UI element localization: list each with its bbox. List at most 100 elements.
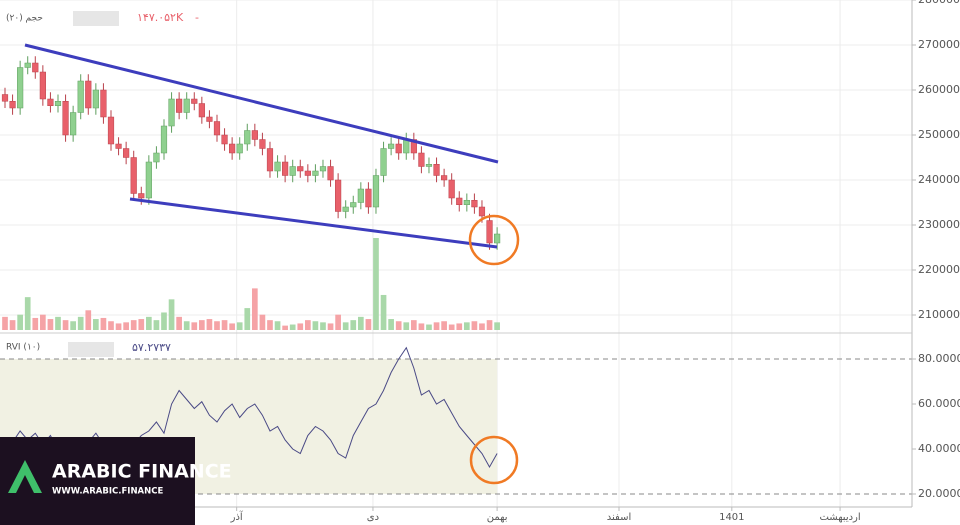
volume-bar — [479, 323, 485, 330]
logo-title: ARABIC FINANCE — [52, 461, 232, 483]
x-tick-label: اردیبهشت — [819, 512, 860, 523]
y-tick-label: 60.0000 — [918, 397, 960, 410]
candle-body — [486, 220, 493, 244]
volume-bar — [93, 319, 99, 330]
candle-body — [1, 94, 9, 102]
x-tick-label: 1401 — [719, 512, 744, 523]
candle-body — [9, 101, 16, 109]
volume-bar — [312, 321, 319, 330]
candle-body — [176, 98, 183, 113]
volume-bar — [229, 323, 235, 330]
volume-change: - — [195, 11, 199, 24]
volume-bar — [168, 299, 175, 330]
volume-bar — [47, 319, 54, 330]
volume-bar — [274, 321, 281, 330]
volume-bar — [2, 316, 8, 330]
volume-bar — [335, 314, 341, 330]
y-tick-label: 240000 — [918, 173, 960, 186]
volume-bar — [108, 321, 114, 330]
volume-bar — [403, 322, 410, 330]
candle-body — [319, 166, 327, 172]
candle-body — [403, 139, 410, 154]
candle-body — [198, 103, 205, 118]
volume-bar — [236, 322, 243, 330]
volume-bar — [115, 323, 122, 330]
candle-body — [160, 125, 168, 154]
volume-bar — [221, 320, 228, 330]
toolbar-icons[interactable] — [73, 11, 119, 26]
candle-body — [388, 143, 395, 149]
volume-bar — [161, 312, 167, 330]
candle-body — [130, 157, 137, 194]
volume-bar — [252, 288, 258, 330]
candle-body — [191, 98, 198, 104]
logo-icon — [8, 460, 42, 493]
y-tick-label: 210000 — [918, 308, 960, 321]
candle-body — [54, 101, 62, 106]
candle-body — [456, 197, 463, 205]
candle-body — [206, 116, 213, 122]
toolbar-icons[interactable] — [68, 342, 114, 357]
candle-body — [433, 164, 440, 176]
volume-bar — [146, 316, 152, 330]
candle-body — [251, 130, 258, 140]
volume-bar — [55, 316, 61, 330]
volume-bar — [320, 322, 326, 330]
volume-bar — [471, 321, 478, 330]
volume-bar — [130, 320, 137, 330]
candle-body — [418, 152, 425, 167]
candle-body — [395, 143, 402, 154]
candle-body — [115, 143, 122, 149]
volume-bar — [304, 320, 311, 330]
trend-line — [129, 197, 498, 249]
candle-body — [17, 67, 24, 109]
candle-body — [441, 175, 448, 181]
candle-body — [24, 62, 31, 68]
candle-body — [85, 80, 92, 109]
indicator-label: RVI (۱۰) — [6, 343, 40, 353]
candle-body — [77, 80, 84, 113]
y-tick-label: 220000 — [918, 263, 960, 276]
volume-bar — [138, 319, 145, 330]
candle-body — [289, 166, 296, 176]
candle-body — [425, 164, 433, 167]
y-tick-label: 230000 — [918, 218, 960, 231]
x-tick-label: بهمن — [487, 512, 508, 523]
volume-bar — [123, 322, 129, 330]
volume-bar — [214, 321, 220, 330]
candle-body — [236, 143, 243, 154]
volume-bar — [100, 317, 107, 330]
volume-bar — [199, 320, 205, 330]
logo: ARABIC FINANCE WWW.ARABIC.FINANCE — [0, 437, 232, 525]
candle-body — [410, 139, 417, 154]
volume-bar — [350, 320, 357, 330]
x-tick-label: آذر — [230, 510, 244, 523]
volume-bar — [486, 320, 493, 330]
candle-body — [70, 112, 77, 136]
volume-bar — [191, 322, 198, 330]
candle-body — [62, 101, 69, 136]
indicator-value: ۵۷.۲۷۳۷ — [132, 341, 171, 354]
volume-bar — [176, 316, 182, 330]
candle-body — [471, 200, 478, 208]
candle-body — [297, 166, 304, 172]
volume-bar — [85, 310, 92, 330]
highlight-circle — [469, 435, 519, 485]
candle-body — [478, 206, 486, 217]
volume-bar — [32, 317, 39, 330]
volume-bar — [183, 321, 190, 330]
candle-body — [342, 206, 349, 212]
volume-bar — [456, 323, 463, 330]
volume-label: حجم (۲۰) — [6, 14, 43, 24]
volume-value: ۱۴۷.۰۵۲K — [137, 11, 184, 24]
candle-body — [244, 130, 251, 145]
candle-body — [107, 116, 115, 145]
candle-body — [350, 202, 357, 208]
volume-bar — [410, 320, 417, 330]
volume-bar — [365, 319, 372, 330]
candle-body — [266, 148, 274, 172]
y-tick-label: 250000 — [918, 128, 960, 141]
volume-bar — [297, 323, 304, 330]
volume-bar — [267, 320, 273, 330]
